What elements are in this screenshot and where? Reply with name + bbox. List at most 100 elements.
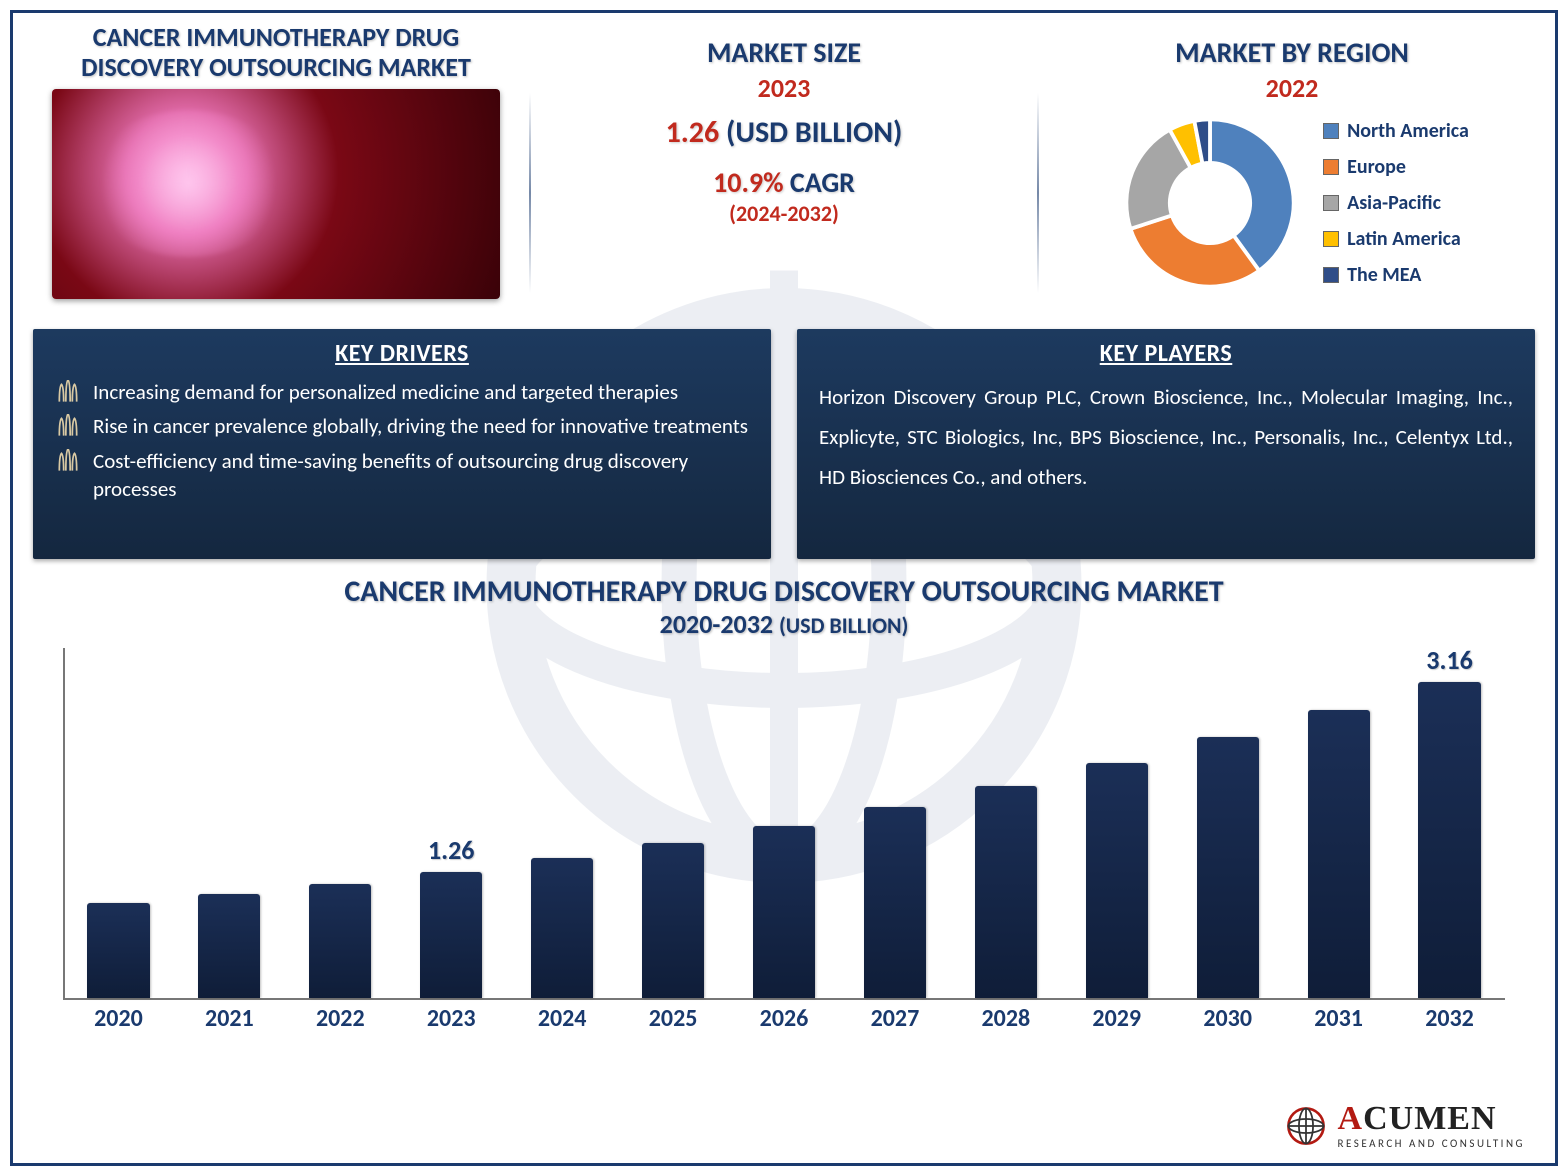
cagr-range: (2024-2032) bbox=[729, 200, 839, 227]
info-boxes-row: KEY DRIVERS Increasing demand for person… bbox=[33, 329, 1535, 559]
legend-swatch bbox=[1323, 267, 1339, 283]
bar-slot: 3.16 bbox=[1394, 648, 1505, 998]
market-size-unit: (USD BILLION) bbox=[726, 114, 902, 151]
bar bbox=[1197, 737, 1259, 998]
x-label: 2021 bbox=[174, 1004, 285, 1048]
bar-chart-subtitle: 2020-2032 (USD BILLION) bbox=[33, 608, 1535, 640]
x-label: 2023 bbox=[396, 1004, 507, 1048]
content-root: CANCER IMMUNOTHERAPY DRUG DISCOVERY OUTS… bbox=[13, 13, 1555, 1163]
x-label: 2030 bbox=[1172, 1004, 1283, 1048]
footer-logo-text: ACUMEN RESEARCH AND CONSULTING bbox=[1338, 1102, 1525, 1149]
bar bbox=[420, 872, 482, 998]
legend-swatch bbox=[1323, 231, 1339, 247]
legend-label: The MEA bbox=[1347, 263, 1421, 287]
brand-first-letter: A bbox=[1338, 1100, 1364, 1137]
bar bbox=[1418, 682, 1480, 998]
key-drivers-box: KEY DRIVERS Increasing demand for person… bbox=[33, 329, 771, 559]
x-label: 2025 bbox=[618, 1004, 729, 1048]
legend-swatch bbox=[1323, 123, 1339, 139]
bars-container: 1.26 3.16 bbox=[63, 648, 1505, 998]
donut-segment bbox=[1131, 215, 1260, 286]
legend-item: The MEA bbox=[1323, 263, 1469, 287]
bar-slot bbox=[729, 648, 840, 998]
market-size-value: 1.26 bbox=[666, 114, 720, 151]
driver-text: Rise in cancer prevalence globally, driv… bbox=[93, 412, 748, 440]
driver-text: Increasing demand for personalized medic… bbox=[93, 378, 678, 406]
brand-rest: CUMEN bbox=[1363, 1100, 1496, 1137]
bar-chart-title: CANCER IMMUNOTHERAPY DRUG DISCOVERY OUTS… bbox=[33, 573, 1535, 610]
bar bbox=[753, 826, 815, 998]
region-legend: North America Europe Asia-Pacific Latin Ame… bbox=[1323, 119, 1469, 287]
key-players-box: KEY PLAYERS Horizon Discovery Group PLC,… bbox=[797, 329, 1535, 559]
hero-image bbox=[52, 89, 499, 299]
title-line-2: DISCOVERY OUTSOURCING MARKET bbox=[81, 51, 471, 83]
bar-callout: 3.16 bbox=[1426, 644, 1472, 676]
bar-slot bbox=[285, 648, 396, 998]
outer-frame: CANCER IMMUNOTHERAPY DRUG DISCOVERY OUTS… bbox=[10, 10, 1558, 1166]
legend-swatch bbox=[1323, 159, 1339, 175]
bar bbox=[975, 786, 1037, 998]
x-label: 2029 bbox=[1061, 1004, 1172, 1048]
cagr-label: CAGR bbox=[790, 165, 855, 200]
legend-label: Latin America bbox=[1347, 227, 1461, 251]
bullet-icon bbox=[55, 380, 81, 406]
x-label: 2020 bbox=[63, 1004, 174, 1048]
bar bbox=[864, 807, 926, 998]
driver-item: Cost-efficiency and time-saving benefits… bbox=[55, 447, 749, 504]
bar-chart-section: CANCER IMMUNOTHERAPY DRUG DISCOVERY OUTS… bbox=[33, 573, 1535, 1048]
vertical-divider-1 bbox=[529, 93, 531, 293]
bullet-icon bbox=[55, 449, 81, 475]
bar-slot bbox=[1061, 648, 1172, 998]
drivers-heading: KEY DRIVERS bbox=[55, 339, 749, 368]
region-year: 2022 bbox=[1266, 72, 1319, 104]
x-label: 2022 bbox=[285, 1004, 396, 1048]
bar-slot bbox=[1283, 648, 1394, 998]
market-size-heading: MARKET SIZE bbox=[707, 35, 861, 70]
market-size-year: 2023 bbox=[758, 72, 811, 104]
driver-text: Cost-efficiency and time-saving benefits… bbox=[93, 447, 749, 504]
players-heading: KEY PLAYERS bbox=[819, 339, 1513, 368]
legend-label: North America bbox=[1347, 119, 1469, 143]
bar bbox=[531, 858, 593, 998]
bar bbox=[87, 903, 149, 998]
cagr-value: 10.9% bbox=[713, 165, 783, 200]
legend-label: Asia-Pacific bbox=[1347, 191, 1441, 215]
region-heading: MARKET BY REGION bbox=[1175, 35, 1409, 70]
bar-slot bbox=[1172, 648, 1283, 998]
bar-callout: 1.26 bbox=[428, 834, 474, 866]
x-label: 2028 bbox=[950, 1004, 1061, 1048]
x-labels: 2020202120222023202420252026202720282029… bbox=[63, 1004, 1505, 1048]
drivers-list: Increasing demand for personalized medic… bbox=[55, 378, 749, 503]
bar-slot bbox=[174, 648, 285, 998]
main-title: CANCER IMMUNOTHERAPY DRUG DISCOVERY OUTS… bbox=[81, 23, 471, 83]
subtitle-years: 2020-2032 bbox=[660, 608, 773, 640]
players-text: Horizon Discovery Group PLC, Crown Biosc… bbox=[819, 378, 1513, 498]
donut-chart bbox=[1115, 108, 1305, 298]
legend-item: Asia-Pacific bbox=[1323, 191, 1469, 215]
x-label: 2031 bbox=[1283, 1004, 1394, 1048]
driver-item: Increasing demand for personalized medic… bbox=[55, 378, 749, 406]
top-row: CANCER IMMUNOTHERAPY DRUG DISCOVERY OUTS… bbox=[33, 23, 1535, 323]
legend-item: Europe bbox=[1323, 155, 1469, 179]
brand-name: ACUMEN bbox=[1338, 1102, 1525, 1136]
x-label: 2027 bbox=[839, 1004, 950, 1048]
driver-item: Rise in cancer prevalence globally, driv… bbox=[55, 412, 749, 440]
bar-slot bbox=[618, 648, 729, 998]
footer-logo: ACUMEN RESEARCH AND CONSULTING bbox=[1284, 1102, 1525, 1149]
x-axis bbox=[63, 998, 1505, 1000]
subtitle-unit: (USD BILLION) bbox=[779, 612, 908, 639]
x-label: 2032 bbox=[1394, 1004, 1505, 1048]
bar bbox=[1308, 710, 1370, 998]
bar-slot bbox=[839, 648, 950, 998]
legend-label: Europe bbox=[1347, 155, 1406, 179]
bar bbox=[309, 884, 371, 998]
legend-swatch bbox=[1323, 195, 1339, 211]
region-column: MARKET BY REGION 2022 North America Europ… bbox=[1049, 23, 1535, 323]
bar-slot bbox=[63, 648, 174, 998]
bar bbox=[642, 843, 704, 998]
bar bbox=[1086, 763, 1148, 998]
legend-item: Latin America bbox=[1323, 227, 1469, 251]
title-column: CANCER IMMUNOTHERAPY DRUG DISCOVERY OUTS… bbox=[33, 23, 519, 323]
bar-slot bbox=[507, 648, 618, 998]
title-line-1: CANCER IMMUNOTHERAPY DRUG bbox=[93, 21, 459, 53]
